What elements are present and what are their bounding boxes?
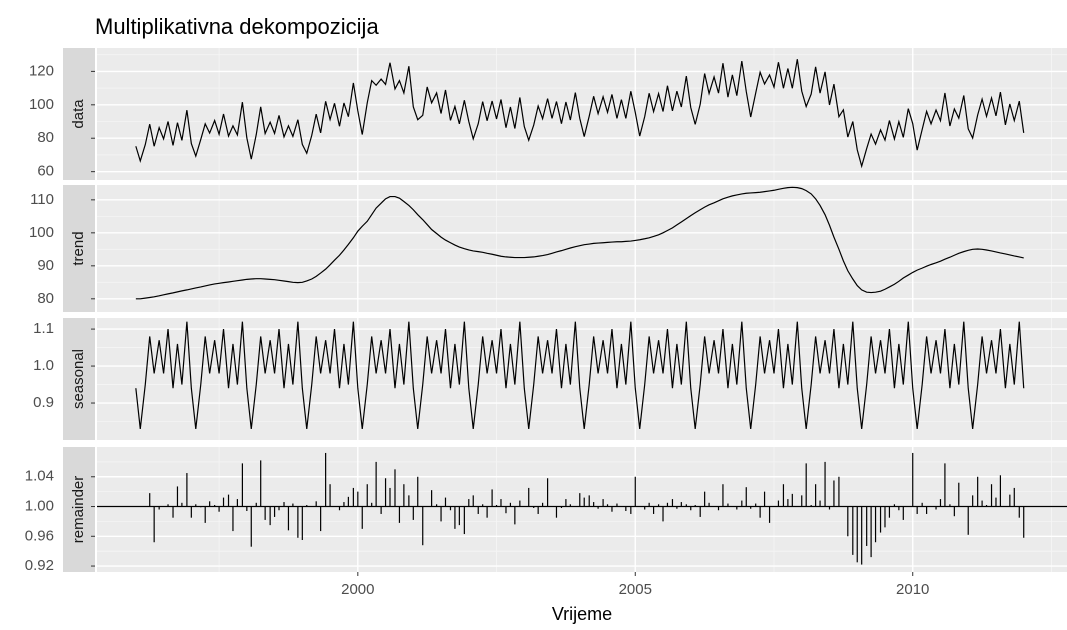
y-tick-label: 90 [37,257,54,274]
series-line [135,186,1024,300]
strip-label: data [70,99,87,129]
y-tick-label: 100 [29,96,54,113]
y-tick-label: 1.0 [33,357,54,374]
y-tick-label: 60 [37,163,54,180]
y-tick-label: 120 [29,62,54,79]
series-line [135,321,1025,429]
series-line [135,59,1025,169]
y-tick-label: 1.1 [33,320,54,337]
y-tick-label: 1.04 [25,468,54,485]
chart-title: Multiplikativna dekompozicija [95,14,379,39]
y-tick-label: 0.92 [25,557,54,574]
strip-label: seasonal [70,349,87,409]
x-axis-label: Vrijeme [552,604,612,624]
strip-label: trend [70,231,87,265]
y-tick-label: 0.9 [33,394,54,411]
y-tick-label: 100 [29,224,54,241]
y-tick-label: 80 [37,129,54,146]
strip [63,48,95,180]
y-tick-label: 1.00 [25,497,54,514]
y-tick-label: 80 [37,290,54,307]
strip [63,447,95,572]
x-tick-label: 2000 [341,581,374,598]
panel-background [97,48,1067,180]
panel-background [97,318,1067,440]
x-tick-label: 2010 [896,581,929,598]
panel-background [97,185,1067,312]
strip [63,185,95,312]
y-tick-label: 110 [30,191,54,208]
strip-label: remainder [70,476,87,544]
y-tick-label: 0.96 [25,527,54,544]
strip [63,318,95,440]
x-tick-label: 2005 [619,581,652,598]
